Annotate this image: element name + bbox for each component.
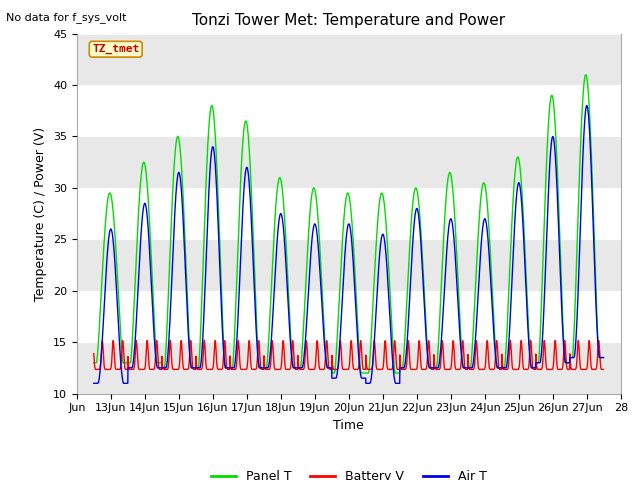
Text: TZ_tmet: TZ_tmet bbox=[92, 44, 140, 54]
Title: Tonzi Tower Met: Temperature and Power: Tonzi Tower Met: Temperature and Power bbox=[192, 13, 506, 28]
Bar bbox=[77, 136, 621, 188]
Legend: Panel T, Battery V, Air T: Panel T, Battery V, Air T bbox=[206, 465, 492, 480]
Y-axis label: Temperature (C) / Power (V): Temperature (C) / Power (V) bbox=[35, 127, 47, 300]
Bar bbox=[77, 342, 621, 394]
X-axis label: Time: Time bbox=[333, 419, 364, 432]
Bar bbox=[77, 34, 621, 85]
Text: No data for f_sys_volt: No data for f_sys_volt bbox=[6, 12, 127, 23]
Bar bbox=[77, 240, 621, 291]
